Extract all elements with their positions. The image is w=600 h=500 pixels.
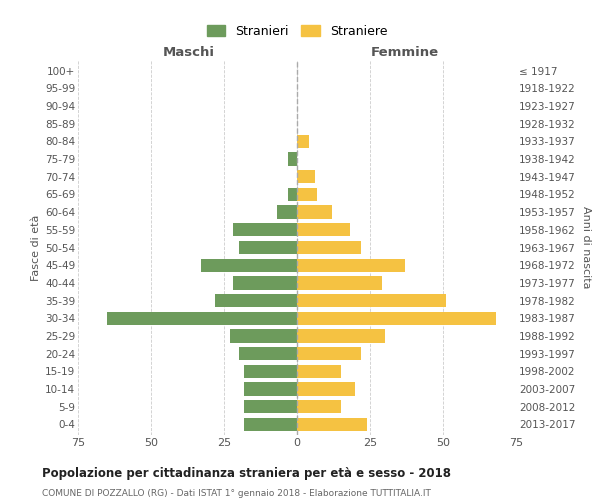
Bar	[297, 418, 367, 431]
Bar	[244, 382, 297, 396]
Text: COMUNE DI POZZALLO (RG) - Dati ISTAT 1° gennaio 2018 - Elaborazione TUTTITALIA.I: COMUNE DI POZZALLO (RG) - Dati ISTAT 1° …	[42, 489, 431, 498]
Bar	[288, 188, 297, 201]
Bar	[233, 223, 297, 236]
Bar	[239, 241, 297, 254]
Bar	[297, 223, 350, 236]
Bar	[297, 330, 385, 342]
Bar	[288, 152, 297, 166]
Legend: Stranieri, Straniere: Stranieri, Straniere	[203, 21, 391, 42]
Bar	[297, 188, 317, 201]
Y-axis label: Anni di nascita: Anni di nascita	[581, 206, 591, 289]
Bar	[277, 206, 297, 219]
Bar	[297, 364, 341, 378]
Bar	[297, 382, 355, 396]
Bar	[230, 330, 297, 342]
Bar	[244, 400, 297, 413]
Text: Femmine: Femmine	[371, 46, 439, 59]
Bar	[297, 276, 382, 289]
Text: Popolazione per cittadinanza straniera per età e sesso - 2018: Popolazione per cittadinanza straniera p…	[42, 468, 451, 480]
Bar	[297, 400, 341, 413]
Bar	[200, 258, 297, 272]
Text: Maschi: Maschi	[163, 46, 215, 59]
Bar	[297, 312, 496, 325]
Bar	[297, 294, 446, 307]
Bar	[239, 347, 297, 360]
Bar	[233, 276, 297, 289]
Bar	[244, 364, 297, 378]
Bar	[297, 134, 308, 148]
Bar	[297, 241, 361, 254]
Y-axis label: Fasce di età: Fasce di età	[31, 214, 41, 280]
Bar	[107, 312, 297, 325]
Bar	[215, 294, 297, 307]
Bar	[297, 170, 314, 183]
Bar	[297, 258, 405, 272]
Bar	[297, 347, 361, 360]
Bar	[297, 206, 332, 219]
Bar	[244, 418, 297, 431]
